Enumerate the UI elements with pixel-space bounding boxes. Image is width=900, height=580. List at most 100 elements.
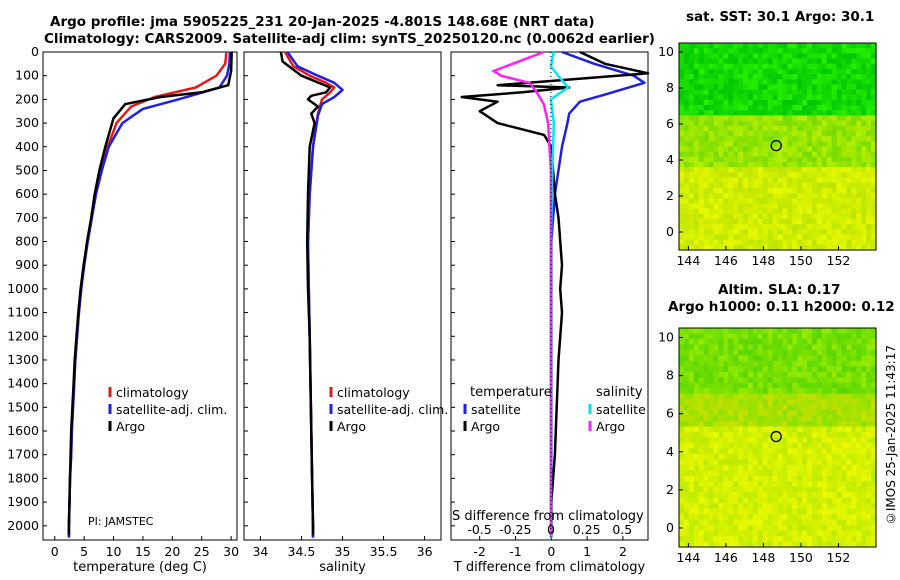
- sst_map-cell: [777, 208, 784, 215]
- sst_map-cell: [743, 125, 749, 132]
- sst_map-cell: [698, 84, 705, 91]
- sla_map-cell: [802, 453, 808, 460]
- sst_map-cell: [816, 182, 823, 189]
- sla_map-cell: [693, 519, 700, 526]
- sla_map-cell: [733, 492, 739, 499]
- sst_map-cell: [723, 182, 729, 189]
- sst_map-cell: [767, 99, 774, 106]
- sst_map-cell: [688, 105, 695, 111]
- sst_map-cell: [752, 48, 759, 54]
- sst_map-cell: [811, 89, 818, 96]
- sla_map-cell: [856, 421, 862, 428]
- sst_map-cell: [802, 244, 808, 251]
- sla_map-cell: [728, 349, 734, 356]
- sst_map-cell: [861, 198, 867, 205]
- sst_map-cell: [718, 94, 724, 101]
- depth-tick-label: 900: [15, 257, 39, 272]
- sla_map-cell: [792, 525, 798, 532]
- sla_map-cell: [703, 453, 710, 460]
- sst_map-cell: [866, 141, 872, 148]
- sla_map-cell: [747, 393, 754, 400]
- sla_map-cell: [693, 525, 700, 532]
- sst_map-cell: [723, 156, 729, 163]
- sla_map-cell: [841, 492, 848, 499]
- sst_map-cell: [772, 244, 779, 251]
- sst_map-cell: [797, 198, 803, 205]
- sst_map-cell: [713, 63, 719, 70]
- sst_map-cell: [772, 156, 779, 163]
- sla_map-cell: [738, 349, 744, 356]
- sla_map-cell: [821, 421, 828, 428]
- sla_map-cell: [752, 486, 759, 493]
- sst_map-cell: [866, 110, 872, 117]
- sla_map-cell: [866, 388, 872, 395]
- sla_map-cell: [772, 366, 779, 373]
- sst_map-cell: [856, 63, 862, 70]
- sla_map-cell: [802, 514, 808, 521]
- temperature-xtick-label: 25: [194, 544, 210, 559]
- sla_map-cell: [836, 426, 843, 433]
- sst_map-cell: [846, 115, 852, 122]
- sst_map-cell: [757, 162, 764, 168]
- sst_map-cell: [816, 177, 823, 184]
- sla_map-cell: [757, 333, 764, 340]
- sst_map-cell: [802, 224, 808, 230]
- sla_map-cell: [723, 432, 729, 439]
- sla_map-cell: [811, 525, 818, 532]
- sst_map-cell: [723, 198, 729, 205]
- sla_map-cell: [866, 377, 872, 384]
- sst_map-cell: [846, 198, 852, 205]
- sla_map-cell: [752, 366, 759, 373]
- sla_map-cell: [811, 377, 818, 384]
- sst_map-cell: [713, 172, 719, 179]
- sst_map-cell: [757, 63, 764, 70]
- sla_map-cell: [851, 344, 857, 351]
- sst_map-cell: [723, 177, 729, 184]
- sst_map-cell: [757, 224, 764, 230]
- sla_map-cell: [807, 366, 813, 373]
- sla_map-cell: [723, 366, 729, 373]
- sst_map-cell: [861, 53, 867, 60]
- sst_map-cell: [752, 213, 759, 220]
- sla_map-cell: [821, 328, 828, 335]
- sst_map-cell: [757, 68, 764, 75]
- sst_map-cell: [679, 68, 685, 75]
- sla_map-cell: [777, 530, 784, 537]
- sst_map-cell: [693, 74, 700, 80]
- sla_map-cell: [693, 393, 700, 400]
- sst_map-cell: [861, 244, 867, 251]
- sla_map-cell: [782, 377, 788, 384]
- sst_map-cell: [718, 162, 724, 168]
- salinity-xlabel: salinity: [319, 560, 366, 575]
- sst_map-cell: [802, 193, 808, 199]
- sla_map-cell: [747, 399, 754, 406]
- sla_map-cell: [807, 514, 813, 521]
- sst_map-cell: [757, 167, 764, 173]
- sla_map-cell: [688, 360, 695, 367]
- sla_map-cell: [782, 366, 788, 373]
- sst_map-cell: [757, 105, 764, 111]
- sst_map-cell: [738, 156, 744, 163]
- sla_map-cell: [688, 404, 695, 411]
- sst_map-cell: [733, 177, 739, 184]
- sst_map-cell: [708, 99, 715, 106]
- sst_map-cell: [772, 151, 779, 158]
- sla_map-cell: [782, 448, 788, 455]
- sst_map-cell: [861, 130, 867, 137]
- sla_map-cell: [816, 404, 823, 411]
- sla_map-cell: [767, 497, 774, 504]
- sst_map-cell: [693, 58, 700, 65]
- sla_map-cell: [747, 344, 754, 351]
- sst_map-cell: [708, 74, 715, 80]
- sla_map-cell: [802, 388, 808, 395]
- sla_map-cell: [728, 338, 734, 346]
- sla_map-cell: [787, 349, 793, 356]
- sst_map-cell: [708, 68, 715, 75]
- sst_map-cell: [728, 110, 734, 117]
- sst_map-cell: [752, 53, 759, 60]
- sst_map-cell: [826, 198, 833, 205]
- sst_map-cell: [723, 125, 729, 132]
- sst_map-cell: [683, 43, 690, 49]
- sst_map-cell: [752, 63, 759, 70]
- sla_map-cell: [802, 349, 808, 356]
